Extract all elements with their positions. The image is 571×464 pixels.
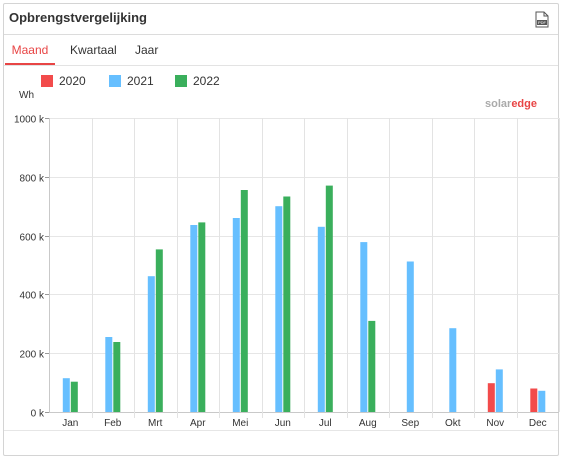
legend-label-2020: 2020 [59,74,86,88]
bar-aug-2021[interactable] [360,242,368,412]
bar-jun-2022[interactable] [283,196,291,413]
grid-layer [45,118,560,418]
period-tabs: Maand Kwartaal Jaar [4,35,558,66]
x-tick-label: Aug [359,418,377,429]
tab-year[interactable]: Jaar [135,43,159,57]
x-tick-label: Apr [190,418,206,429]
bar-apr-2022[interactable] [198,222,206,412]
label-layer: 0 k 200 k 400 k 600 k 800 k 1000 k Jan Feb Mrt Ap… [14,115,547,430]
legend-swatch-2020 [41,75,53,87]
bar-jan-2022[interactable] [70,381,78,412]
x-tick-label: Nov [486,418,504,429]
x-tick-label: Feb [104,418,122,429]
bar-mrt-2022[interactable] [155,249,163,412]
bar-jan-2021[interactable] [62,378,70,412]
widget-title: Opbrengstvergelijking [9,10,147,25]
y-tick-label: 400 k [20,291,45,302]
bar-jul-2021[interactable] [317,226,325,412]
bar-jun-2021[interactable] [275,206,283,412]
x-tick-label: Mei [232,418,248,429]
y-tick-label: 600 k [20,233,45,244]
footer-divider [4,430,558,431]
y-tick-label: 0 k [31,409,45,420]
bar-aug-2022[interactable] [368,320,376,412]
bar-nov-2020[interactable] [487,383,495,412]
tab-month[interactable]: Maand [5,35,55,65]
x-tick-label: Okt [445,418,461,429]
x-tick-label: Jul [319,418,332,429]
bar-nov-2021[interactable] [495,369,503,412]
legend-label-2021: 2021 [127,74,154,88]
widget-header: Opbrengstvergelijking PDF [4,4,558,35]
y-axis-unit: Wh [19,90,34,101]
x-tick-label: Jun [275,418,291,429]
x-tick-label: Dec [529,418,547,429]
bar-dec-2020[interactable] [530,388,538,413]
svg-text:PDF: PDF [538,20,547,25]
bar-okt-2021[interactable] [449,328,457,412]
bar-layer [62,185,546,413]
bar-mei-2021[interactable] [232,218,240,412]
solaredge-logo: solaredge [485,98,537,110]
bar-sep-2021[interactable] [406,261,414,413]
bar-feb-2022[interactable] [113,342,121,412]
legend-swatch-2022 [175,75,187,87]
y-tick-label: 800 k [20,174,45,185]
y-tick-label: 200 k [20,350,45,361]
tab-quarter[interactable]: Kwartaal [70,43,117,57]
pdf-export-icon[interactable]: PDF [535,11,549,28]
bar-mei-2022[interactable] [240,190,248,412]
bar-apr-2021[interactable] [190,225,198,412]
bar-dec-2021[interactable] [538,390,546,412]
y-tick-label: 1000 k [14,115,45,126]
legend-swatch-2021 [109,75,121,87]
legend-label-2022: 2022 [193,74,220,88]
brand-text-2: edge [511,98,537,110]
bar-jul-2022[interactable] [325,185,333,412]
x-tick-label: Jan [62,418,78,429]
x-tick-label: Mrt [148,418,163,429]
bar-mrt-2021[interactable] [147,276,155,412]
x-tick-label: Sep [401,418,419,429]
brand-text-1: solar [485,98,512,110]
bar-feb-2021[interactable] [105,337,113,412]
